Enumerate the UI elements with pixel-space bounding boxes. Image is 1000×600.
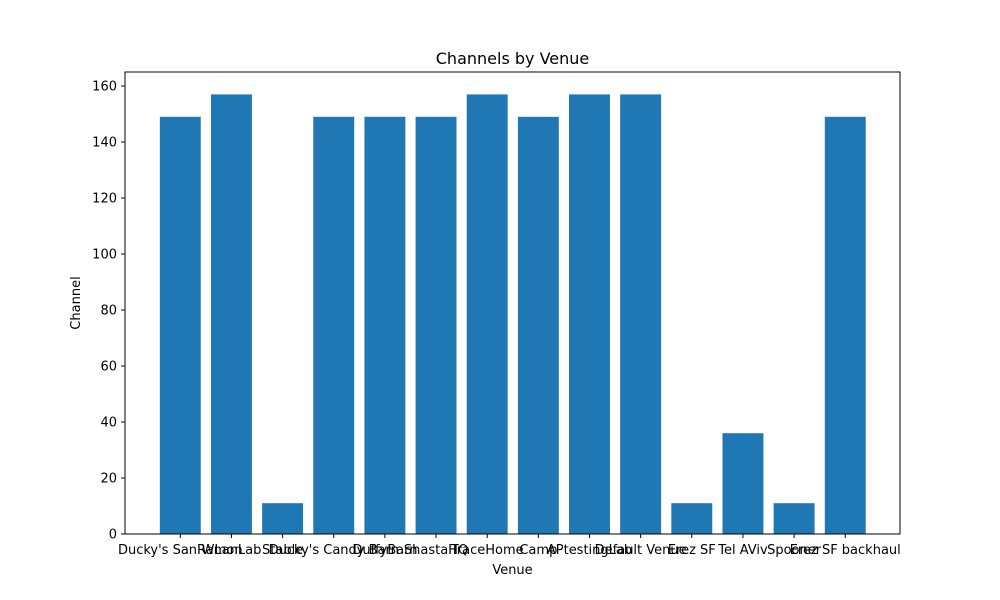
chart-title: Channels by Venue <box>436 49 590 68</box>
y-tick-label: 60 <box>100 360 117 375</box>
y-axis-title: Channel <box>69 276 84 329</box>
y-tick-label: 140 <box>92 136 117 151</box>
bar-11 <box>722 433 764 534</box>
bar-9 <box>620 94 662 535</box>
y-tick-label: 80 <box>100 304 117 319</box>
x-tick-label: Erez SF <box>668 543 716 558</box>
y-tick-label: 20 <box>100 472 117 487</box>
bar-6 <box>466 94 508 535</box>
y-tick-label: 160 <box>92 80 117 95</box>
y-tick-label: 40 <box>100 416 117 431</box>
y-tick-label: 120 <box>92 192 117 207</box>
x-tick-label: Stable <box>262 543 303 558</box>
bar-8 <box>569 94 610 535</box>
bar-2 <box>262 503 304 534</box>
x-tick-label: TraceHome <box>450 543 524 558</box>
bar-0 <box>159 116 201 535</box>
y-axis: 0 20 40 60 80 100 120 140 160 <box>92 80 125 543</box>
y-tick-label: 100 <box>92 248 117 263</box>
x-tick-label: Default Venue <box>595 543 687 558</box>
x-tick-label: WLanLab <box>202 543 262 558</box>
bar-12 <box>773 503 815 534</box>
x-tick-label: Erez SF backhaul <box>790 543 901 558</box>
x-tick-label: Camp <box>519 543 557 558</box>
x-tick-label: ShastaHQ <box>404 543 468 558</box>
bar-4 <box>364 116 406 535</box>
bar-3 <box>313 116 355 535</box>
x-tick-label: Ducky's Candy Barn <box>269 543 399 558</box>
bar-5 <box>415 116 457 535</box>
x-tick-label: Tel AViv <box>717 543 768 558</box>
x-axis-title: Venue <box>492 563 532 578</box>
x-tick-label: DuffyBarn <box>352 543 417 558</box>
bar-10 <box>671 503 713 534</box>
x-tick-label: Ducky's SanRamon <box>118 543 243 558</box>
bar-7 <box>517 116 559 535</box>
plot-frame <box>124 71 901 535</box>
bar-1 <box>210 94 252 535</box>
y-tick-label: 0 <box>109 528 117 543</box>
x-tick-label: Spooner <box>767 543 822 558</box>
bar-group <box>159 94 866 535</box>
x-tick-label: APtestingLab <box>547 543 632 558</box>
bar-13 <box>824 116 866 535</box>
